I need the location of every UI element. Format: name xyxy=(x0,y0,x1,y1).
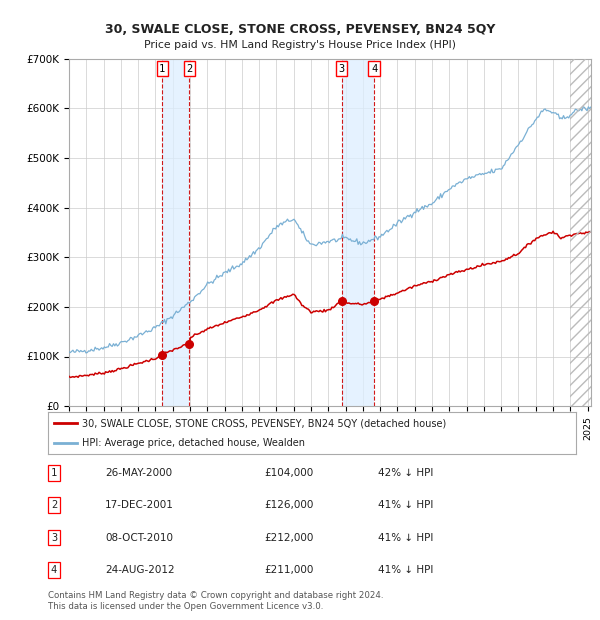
Text: 41% ↓ HPI: 41% ↓ HPI xyxy=(378,500,433,510)
Text: 42% ↓ HPI: 42% ↓ HPI xyxy=(378,468,433,478)
Text: 2: 2 xyxy=(51,500,57,510)
Text: HPI: Average price, detached house, Wealden: HPI: Average price, detached house, Weal… xyxy=(82,438,305,448)
Text: 2: 2 xyxy=(186,64,193,74)
Text: 24-AUG-2012: 24-AUG-2012 xyxy=(105,565,175,575)
Text: 4: 4 xyxy=(51,565,57,575)
Bar xyxy=(163,59,190,406)
Text: £211,000: £211,000 xyxy=(264,565,313,575)
Text: 1: 1 xyxy=(159,64,166,74)
Text: 30, SWALE CLOSE, STONE CROSS, PEVENSEY, BN24 5QY: 30, SWALE CLOSE, STONE CROSS, PEVENSEY, … xyxy=(105,24,495,36)
Text: 41% ↓ HPI: 41% ↓ HPI xyxy=(378,565,433,575)
Text: 1: 1 xyxy=(51,468,57,478)
Text: 4: 4 xyxy=(371,64,377,74)
Text: £104,000: £104,000 xyxy=(264,468,313,478)
Text: 41% ↓ HPI: 41% ↓ HPI xyxy=(378,533,433,542)
Text: 17-DEC-2001: 17-DEC-2001 xyxy=(105,500,174,510)
Text: Price paid vs. HM Land Registry's House Price Index (HPI): Price paid vs. HM Land Registry's House … xyxy=(144,40,456,50)
Bar xyxy=(341,59,374,406)
Text: £212,000: £212,000 xyxy=(264,533,313,542)
Text: This data is licensed under the Open Government Licence v3.0.: This data is licensed under the Open Gov… xyxy=(48,602,323,611)
Text: Contains HM Land Registry data © Crown copyright and database right 2024.: Contains HM Land Registry data © Crown c… xyxy=(48,591,383,600)
Text: 08-OCT-2010: 08-OCT-2010 xyxy=(105,533,173,542)
Text: 3: 3 xyxy=(51,533,57,542)
Text: 3: 3 xyxy=(338,64,345,74)
Text: 30, SWALE CLOSE, STONE CROSS, PEVENSEY, BN24 5QY (detached house): 30, SWALE CLOSE, STONE CROSS, PEVENSEY, … xyxy=(82,418,446,428)
Bar xyxy=(570,59,591,406)
Text: £126,000: £126,000 xyxy=(264,500,313,510)
Text: 26-MAY-2000: 26-MAY-2000 xyxy=(105,468,172,478)
